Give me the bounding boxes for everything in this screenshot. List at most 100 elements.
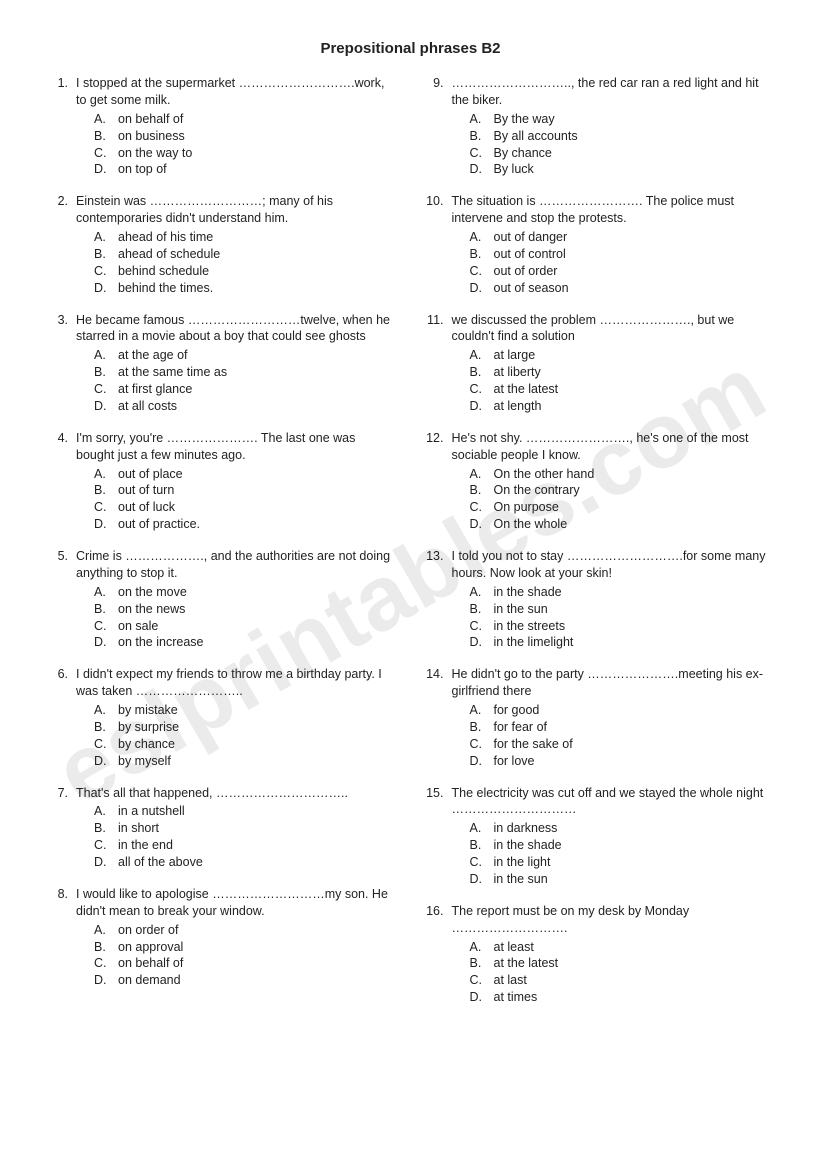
question: 8.I would like to apologise ………………………my … bbox=[50, 886, 396, 989]
choice-item: C.in the end bbox=[94, 837, 396, 854]
question-text-row: 12.He's not shy. ……………………., he's one of … bbox=[426, 430, 772, 464]
question: 5.Crime is ………………., and the authorities … bbox=[50, 548, 396, 651]
choice-text: by mistake bbox=[118, 702, 178, 719]
choice-letter: B. bbox=[470, 955, 486, 972]
choice-item: A.on the move bbox=[94, 584, 396, 601]
columns-wrapper: 1.I stopped at the supermarket ………………………… bbox=[50, 75, 771, 1021]
question-text-row: 16.The report must be on my desk by Mond… bbox=[426, 903, 772, 937]
choice-item: A.On the other hand bbox=[470, 466, 772, 483]
choice-text: On the whole bbox=[494, 516, 568, 533]
choice-item: C.out of order bbox=[470, 263, 772, 280]
worksheet-content: Prepositional phrases B2 1.I stopped at … bbox=[50, 40, 771, 1021]
choices-list: A.on the moveB.on the newsC.on saleD.on … bbox=[94, 584, 396, 652]
choice-item: A. at large bbox=[470, 347, 772, 364]
choice-text: at last bbox=[494, 972, 527, 989]
choice-letter: D. bbox=[470, 280, 486, 297]
choice-letter: B. bbox=[94, 128, 110, 145]
choice-text: in the light bbox=[494, 854, 551, 871]
choices-list: A.at leastB.at the latestC.at lastD.at t… bbox=[470, 939, 772, 1007]
choice-letter: D. bbox=[470, 161, 486, 178]
choice-letter: B. bbox=[94, 246, 110, 263]
choice-text: at length bbox=[494, 398, 542, 415]
choice-letter: A. bbox=[94, 111, 110, 128]
question-number: 5. bbox=[50, 548, 68, 582]
choice-letter: A. bbox=[94, 584, 110, 601]
choice-item: D.on top of bbox=[94, 161, 396, 178]
choice-item: B. ahead of schedule bbox=[94, 246, 396, 263]
choice-item: A.By the way bbox=[470, 111, 772, 128]
choice-text: in short bbox=[118, 820, 159, 837]
choice-letter: A. bbox=[94, 922, 110, 939]
choice-letter: C. bbox=[470, 972, 486, 989]
choice-item: A.at the age of bbox=[94, 347, 396, 364]
question-prompt: we discussed the problem …………………., but w… bbox=[452, 312, 772, 346]
choice-text: at first glance bbox=[118, 381, 192, 398]
question-prompt: I stopped at the supermarket ……………………….w… bbox=[76, 75, 396, 109]
question-number: 11. bbox=[426, 312, 444, 346]
choice-letter: C. bbox=[94, 955, 110, 972]
choice-text: at times bbox=[494, 989, 538, 1006]
choice-letter: D. bbox=[470, 634, 486, 651]
choice-letter: D. bbox=[470, 398, 486, 415]
choice-item: B.out of turn bbox=[94, 482, 396, 499]
choice-item: A.by mistake bbox=[94, 702, 396, 719]
choice-text: out of danger bbox=[494, 229, 568, 246]
choices-list: A.On the other handB.On the contraryC.On… bbox=[470, 466, 772, 534]
choice-letter: A. bbox=[470, 347, 486, 364]
choice-item: B.at the latest bbox=[470, 955, 772, 972]
choice-letter: C. bbox=[94, 263, 110, 280]
choice-text: in darkness bbox=[494, 820, 558, 837]
question-text-row: 4.I'm sorry, you're …………………. The last on… bbox=[50, 430, 396, 464]
choice-letter: C. bbox=[94, 499, 110, 516]
choice-text: On the contrary bbox=[494, 482, 580, 499]
choice-text: at large bbox=[494, 347, 536, 364]
choice-text: out of control bbox=[494, 246, 566, 263]
choice-item: C.at first glance bbox=[94, 381, 396, 398]
choice-letter: C. bbox=[470, 381, 486, 398]
choice-letter: B. bbox=[94, 820, 110, 837]
choice-item: B.in the sun bbox=[470, 601, 772, 618]
choices-list: A.By the wayB.By all accountsC.By chance… bbox=[470, 111, 772, 179]
choice-letter: B. bbox=[470, 364, 486, 381]
choice-letter: C. bbox=[470, 618, 486, 635]
choice-letter: B. bbox=[94, 601, 110, 618]
choice-text: By chance bbox=[494, 145, 552, 162]
question: 13.I told you not to stay ……………………….for … bbox=[426, 548, 772, 651]
choice-text: on approval bbox=[118, 939, 183, 956]
choice-text: On purpose bbox=[494, 499, 559, 516]
choice-text: behind the times. bbox=[118, 280, 213, 297]
choice-item: B.by surprise bbox=[94, 719, 396, 736]
choice-item: D.on demand bbox=[94, 972, 396, 989]
choices-list: A.in a nutshellB.in shortC.in the endD.a… bbox=[94, 803, 396, 871]
choice-text: on top of bbox=[118, 161, 167, 178]
question-text-row: 15.The electricity was cut off and we st… bbox=[426, 785, 772, 819]
choice-text: ahead of schedule bbox=[118, 246, 220, 263]
question-text-row: 9.……………………….., the red car ran a red lig… bbox=[426, 75, 772, 109]
choice-letter: D. bbox=[94, 516, 110, 533]
choice-text: at the age of bbox=[118, 347, 188, 364]
choice-text: By the way bbox=[494, 111, 555, 128]
question-text-row: 8.I would like to apologise ………………………my … bbox=[50, 886, 396, 920]
choice-item: C.on sale bbox=[94, 618, 396, 635]
question-prompt: The situation is ……………………. The police mu… bbox=[452, 193, 772, 227]
question-prompt: I didn't expect my friends to throw me a… bbox=[76, 666, 396, 700]
question-prompt: I would like to apologise ………………………my so… bbox=[76, 886, 396, 920]
choice-text: out of luck bbox=[118, 499, 175, 516]
question-prompt: The electricity was cut off and we staye… bbox=[452, 785, 772, 819]
choice-letter: A. bbox=[470, 939, 486, 956]
question-number: 12. bbox=[426, 430, 444, 464]
choice-text: By luck bbox=[494, 161, 534, 178]
choice-item: C.By chance bbox=[470, 145, 772, 162]
question-prompt: He didn't go to the party ………………….meetin… bbox=[452, 666, 772, 700]
choice-item: D.for love bbox=[470, 753, 772, 770]
choice-letter: D. bbox=[94, 753, 110, 770]
choice-letter: D. bbox=[470, 753, 486, 770]
choice-item: D. behind the times. bbox=[94, 280, 396, 297]
question: 7.That's all that happened, …………………………..… bbox=[50, 785, 396, 871]
choice-text: out of practice. bbox=[118, 516, 200, 533]
question-text-row: 3.He became famous ………………………twelve, when… bbox=[50, 312, 396, 346]
choices-list: A.for goodB.for fear ofC.for the sake of… bbox=[470, 702, 772, 770]
choice-item: C.for the sake of bbox=[470, 736, 772, 753]
choice-item: D.by myself bbox=[94, 753, 396, 770]
choice-letter: D. bbox=[94, 280, 110, 297]
